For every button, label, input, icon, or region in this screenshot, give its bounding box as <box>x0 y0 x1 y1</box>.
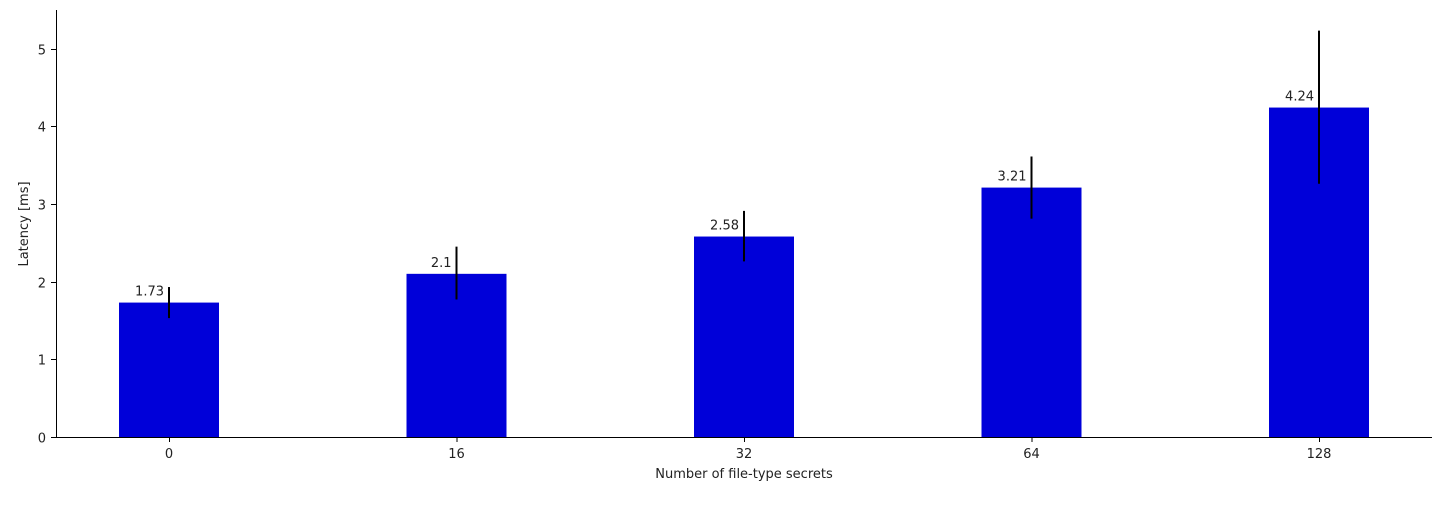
y-axis-title: Latency [ms] <box>17 181 32 266</box>
bar-16 <box>406 273 507 437</box>
x-tick-label-128: 128 <box>1307 447 1332 462</box>
x-axis-title: Number of file-type secrets <box>655 467 833 482</box>
data-label-16: 2.1 <box>431 256 452 271</box>
data-labels-layer: 1.73 2.1 2.58 3.21 4.24 <box>135 90 1314 300</box>
y-tick-label-4: 4 <box>38 121 46 136</box>
error-bars-layer <box>168 30 1320 319</box>
y-ticks-layer: 0 1 2 3 4 5 <box>38 44 56 447</box>
x-tick-label-16: 16 <box>448 447 465 462</box>
data-label-128: 4.24 <box>1285 90 1314 105</box>
x-tick-label-32: 32 <box>736 447 753 462</box>
x-ticks-layer: 0 16 32 64 128 <box>165 437 1332 462</box>
bars-layer <box>119 107 1369 437</box>
y-tick-label-0: 0 <box>38 432 46 447</box>
bar-0 <box>119 302 219 437</box>
y-tick-label-2: 2 <box>38 277 46 292</box>
data-label-32: 2.58 <box>710 219 739 234</box>
x-tick-label-64: 64 <box>1023 447 1040 462</box>
y-tick-label-5: 5 <box>38 44 46 59</box>
data-label-0: 1.73 <box>135 285 164 300</box>
bar-32 <box>694 236 794 437</box>
data-label-64: 3.21 <box>998 170 1027 185</box>
y-tick-label-3: 3 <box>38 199 46 214</box>
bar-64 <box>981 187 1082 437</box>
x-tick-label-0: 0 <box>165 447 173 462</box>
y-tick-label-1: 1 <box>38 354 46 369</box>
